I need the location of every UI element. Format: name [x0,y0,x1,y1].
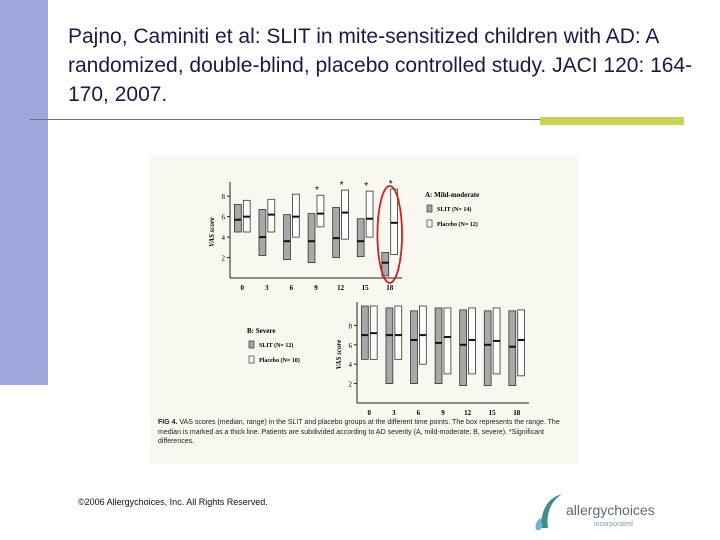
box-slit [234,204,242,233]
legend-label: Placebo (N= 12) [437,221,478,228]
significance-marker: * [340,180,344,191]
box-placebo [390,188,398,255]
sidebar-accent [0,0,48,385]
logo-swoosh-icon [540,494,562,528]
legend-swatch [248,340,255,349]
logo-drop-icon [535,518,543,530]
box-placebo [443,307,452,375]
x-tick-label: 15 [362,284,370,292]
x-tick-label: 18 [513,409,521,417]
x-tick-label: 9 [314,284,318,292]
box-plot-figure: 2 4 6 8 VAS score 0 3 6 9 * 12 * 15 * 18 * A: Mild-moder… [158,179,572,447]
copyright-text: ©2006 Allergychoices, Inc. All Rights Re… [78,497,268,507]
box-slit [381,252,390,277]
significance-marker: * [315,185,319,196]
box-placebo [365,190,374,238]
box-placebo [292,193,300,238]
figure-scan: 2 4 6 8 VAS score 0 3 6 9 * 12 * 15 * 18 * A: Mild-moder… [150,156,578,464]
y-tick-label: 4 [222,234,226,242]
legend-label: Placebo (N= 10) [259,357,300,364]
box-slit [483,310,492,386]
box-slit [356,218,365,257]
figure-caption-label: FIG 4. [158,419,178,426]
legend-swatch [426,204,433,213]
logo-text: allergychoices [566,502,655,518]
x-tick-label: 9 [441,409,445,417]
legend-swatch [248,355,255,364]
x-tick-label: 18 [386,284,394,292]
box-slit [434,307,443,385]
box-slit [385,307,394,385]
legend-swatch [426,219,433,228]
slide-title: Pajno, Caminiti et al: SLIT in mite-sens… [68,25,693,106]
y-tick-label: 8 [222,193,226,201]
figure-caption-text: VAS scores (median, range) in the SLIT a… [158,419,560,445]
box-slit [332,207,340,258]
x-tick-label: 0 [368,409,372,417]
box-slit [508,310,517,386]
panel-a-title: A: Mild-moderate [425,191,479,199]
panel-a-mild-moderate: 2 4 6 8 VAS score 0 3 6 9 * 12 * 15 * 18 * A: Mild-moder… [208,179,479,292]
x-tick-label: 12 [337,284,345,292]
y-tick-label: 6 [349,342,353,350]
significance-marker: * [389,179,393,190]
panel-b-severe: 2 4 6 8 VAS score 0 3 6 9 12 15 18 B: Severe SLIT (N=… [247,302,529,417]
box-placebo [316,194,325,228]
box-slit [410,310,418,385]
box-slit [283,214,291,261]
box-placebo [517,309,525,377]
x-tick-label: 12 [464,409,472,417]
y-tick-label: 4 [349,361,353,369]
x-tick-label: 6 [290,284,294,292]
panel-b-title: B: Severe [247,327,275,335]
significance-marker: * [364,181,368,192]
figure-caption: FIG 4. VAS scores (median, range) in the… [158,418,572,447]
x-tick-label: 3 [265,284,269,292]
legend-label: SLIT (N= 14) [437,206,471,213]
box-slit [459,309,467,386]
box-placebo [267,198,276,233]
x-tick-label: 6 [417,409,421,417]
y-tick-label: 2 [222,255,226,263]
box-slit [307,213,316,264]
y-tick-label: 8 [349,322,353,330]
legend-label: SLIT (N= 12) [259,342,293,349]
y-axis-label: VAS score [208,217,216,247]
company-logo: allergychoices incorporated [532,488,662,532]
highlight-circle [376,185,403,284]
logo-tagline: incorporated [594,521,633,528]
y-tick-label: 2 [349,381,353,389]
accent-bar [540,117,684,125]
title-divider [30,119,540,120]
box-placebo [394,305,403,360]
box-slit [258,209,267,256]
box-slit [361,305,369,360]
y-axis-label: VAS score [335,340,343,370]
y-tick-label: 6 [222,214,226,222]
x-tick-label: 15 [489,409,497,417]
figure-caption-box: FIG 4. VAS scores (median, range) in the… [158,418,572,447]
x-tick-label: 0 [241,284,245,292]
x-tick-label: 3 [392,409,396,417]
box-placebo [341,189,349,240]
